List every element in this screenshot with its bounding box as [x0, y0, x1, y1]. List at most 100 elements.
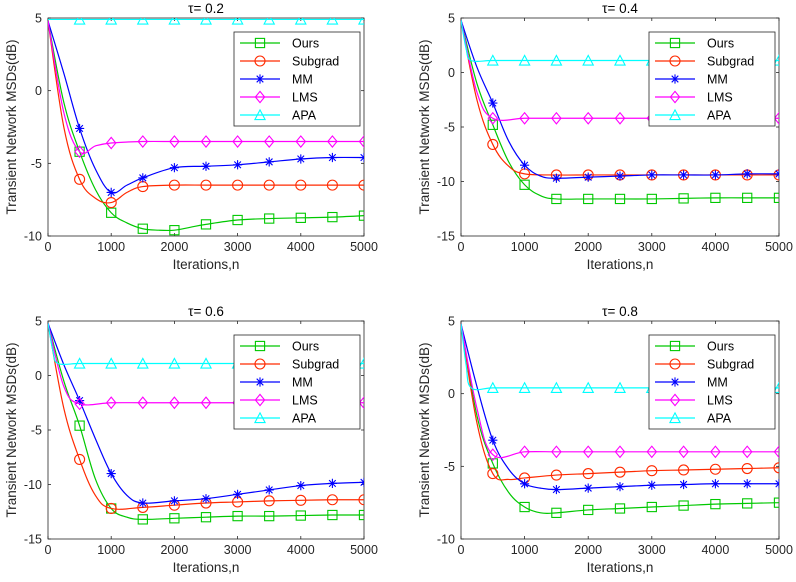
x-axis-label: Iterations,n [587, 560, 654, 575]
data-point-ours [614, 503, 626, 514]
data-point-mm [774, 169, 779, 179]
data-point-subgrad [200, 179, 212, 191]
data-point-subgrad [646, 465, 658, 477]
data-point-lms [614, 445, 626, 459]
legend-label: MM [292, 73, 313, 87]
y-tick-label: -5 [31, 424, 42, 438]
data-point-ours [742, 498, 753, 509]
legend-label: LMS [707, 394, 733, 408]
data-point-ours [583, 504, 594, 516]
data-point-apa [772, 54, 779, 66]
data-point-subgrad [358, 494, 364, 506]
data-point-ours [295, 212, 306, 223]
data-point-ours [551, 193, 562, 205]
data-point-subgrad [614, 466, 626, 478]
x-tick-label: 4000 [701, 543, 729, 557]
data-point-apa [168, 18, 181, 25]
legend-marker-lms [669, 90, 681, 104]
data-point-apa [105, 18, 118, 25]
legend: Ours Subgrad MM LMS APA [233, 334, 361, 430]
x-tick-label: 3000 [638, 240, 666, 254]
legend: Ours Subgrad MM LMS APA [648, 31, 776, 127]
y-axis-label: Transient Network MSDs(dB) [4, 39, 19, 214]
data-point-apa [199, 18, 213, 25]
data-point-lms [137, 396, 149, 410]
data-point-apa [613, 54, 627, 66]
y-axis-label: Transient Network MSDs(dB) [4, 342, 19, 517]
x-axis-label: Iterations,n [587, 257, 654, 272]
data-point-ours [200, 512, 212, 523]
data-point-ours [169, 225, 180, 236]
legend-label: MM [707, 376, 728, 390]
y-tick-label: -10 [24, 478, 42, 492]
x-axis-label: Iterations,n [173, 257, 240, 272]
y-tick-label: 5 [448, 12, 455, 26]
data-point-ours [710, 498, 721, 510]
data-point-lms [105, 136, 117, 150]
data-point-subgrad [295, 494, 307, 506]
data-point-lms [487, 448, 499, 462]
data-point-subgrad [105, 502, 117, 515]
data-point-ours [773, 192, 779, 203]
data-point-mm [296, 480, 306, 491]
data-point-mm [106, 469, 116, 479]
x-axis-label: Iterations,n [173, 560, 240, 575]
y-tick-label: -10 [437, 533, 455, 547]
data-point-mm [488, 98, 498, 108]
legend-label: Ours [292, 37, 319, 51]
series-line-ours [461, 20, 779, 200]
data-point-mm [520, 479, 530, 489]
data-point-mm [679, 479, 689, 490]
data-point-lms [582, 111, 594, 125]
data-point-lms [74, 397, 85, 411]
chart-title: τ= 0.2 [188, 1, 224, 16]
data-point-apa [518, 381, 531, 394]
legend-label: APA [292, 412, 317, 426]
data-point-lms [551, 111, 562, 125]
chart-2: 0 1000 2000 3000 4000 5000 5 0 -5 -10 -15 τ= 0.4 Ite… [417, 1, 793, 272]
legend-marker-ours [254, 340, 266, 352]
data-point-mm [264, 157, 274, 167]
legend-label: APA [292, 109, 317, 123]
legend-label: LMS [292, 394, 318, 408]
legend-label: Ours [707, 340, 734, 354]
legend-label: Subgrad [292, 55, 339, 69]
data-point-mm [75, 123, 85, 134]
legend-label: Subgrad [707, 55, 754, 69]
chart-3: 0 1000 2000 3000 4000 5000 5 0 -5 -10 -15 τ= 0.6 Ite… [4, 304, 378, 575]
data-point-subgrad [773, 462, 779, 474]
y-tick-label: -15 [437, 230, 455, 244]
data-point-apa [199, 357, 213, 369]
legend-marker-apa [253, 411, 267, 424]
legend-label: LMS [292, 91, 318, 105]
data-point-mm [647, 170, 657, 180]
legend-label: MM [707, 73, 728, 87]
data-point-subgrad [773, 169, 779, 181]
x-tick-label: 1000 [511, 543, 539, 557]
x-tick-label: 0 [45, 543, 52, 557]
data-point-ours [232, 214, 243, 226]
data-point-subgrad [74, 173, 86, 185]
data-point-apa [326, 18, 339, 25]
y-tick-label: 5 [448, 315, 455, 329]
data-point-apa [613, 381, 627, 394]
x-tick-label: 0 [45, 240, 52, 254]
data-point-subgrad [168, 179, 180, 191]
legend-marker-mm [255, 74, 265, 84]
data-point-ours [200, 219, 212, 230]
data-point-mm [296, 154, 306, 164]
data-point-mm [169, 163, 179, 173]
data-point-ours [614, 193, 626, 205]
data-point-ours [678, 500, 689, 511]
y-tick-label: -5 [31, 157, 42, 171]
data-point-ours [74, 420, 85, 431]
data-point-mm [710, 170, 720, 180]
x-tick-label: 2000 [574, 543, 602, 557]
data-point-lms [358, 135, 364, 148]
chart-title: τ= 0.8 [602, 304, 638, 319]
x-tick-label: 0 [458, 543, 465, 557]
data-point-mm [551, 173, 561, 183]
legend-marker-mm [255, 377, 265, 387]
data-point-subgrad [487, 468, 499, 480]
legend-label: Ours [292, 340, 319, 354]
